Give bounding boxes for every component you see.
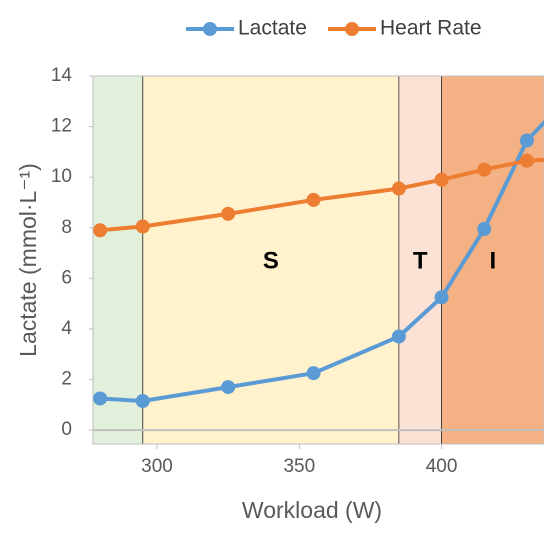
- y-axis-title: Lactate (mmol·L⁻¹): [15, 163, 41, 357]
- data-point: [477, 162, 492, 177]
- data-point: [434, 172, 449, 187]
- data-point: [391, 329, 406, 344]
- zone: [92, 75, 144, 445]
- y-tick-label: 10: [51, 166, 72, 187]
- legend-marker: [203, 22, 217, 36]
- data-point: [519, 133, 534, 148]
- zone: [142, 75, 400, 445]
- data-point: [434, 290, 449, 305]
- y-tick-label: 4: [61, 318, 72, 339]
- y-tick-label: 14: [51, 65, 73, 86]
- legend-label: Heart Rate: [380, 17, 482, 40]
- y-tick-label: 12: [51, 116, 72, 137]
- data-point: [135, 219, 150, 234]
- x-axis-title: Workload (W): [242, 497, 382, 523]
- data-point: [306, 192, 321, 207]
- data-point: [135, 394, 150, 409]
- zone-label: S: [263, 247, 279, 274]
- data-point: [221, 206, 236, 221]
- y-tick-label: 0: [61, 419, 72, 440]
- data-point: [391, 181, 406, 196]
- data-point: [306, 366, 321, 381]
- data-point: [93, 223, 108, 238]
- x-tick-label: 350: [283, 456, 315, 477]
- zone-label: I: [489, 247, 496, 274]
- series-group: [93, 119, 544, 409]
- zone-label: T: [413, 247, 428, 274]
- legend-label: Lactate: [238, 17, 307, 40]
- data-point: [519, 153, 534, 168]
- y-tick-label: 6: [61, 267, 72, 288]
- data-point: [221, 380, 236, 395]
- y-tick-label: 2: [61, 369, 72, 390]
- x-tick-label: 300: [141, 456, 173, 477]
- x-tick-label: 400: [426, 456, 458, 477]
- data-point: [93, 391, 108, 406]
- y-tick-label: 8: [61, 217, 72, 238]
- data-point: [477, 222, 492, 237]
- plot-border: [92, 75, 544, 445]
- legend-marker: [345, 22, 359, 36]
- zone: [398, 75, 442, 445]
